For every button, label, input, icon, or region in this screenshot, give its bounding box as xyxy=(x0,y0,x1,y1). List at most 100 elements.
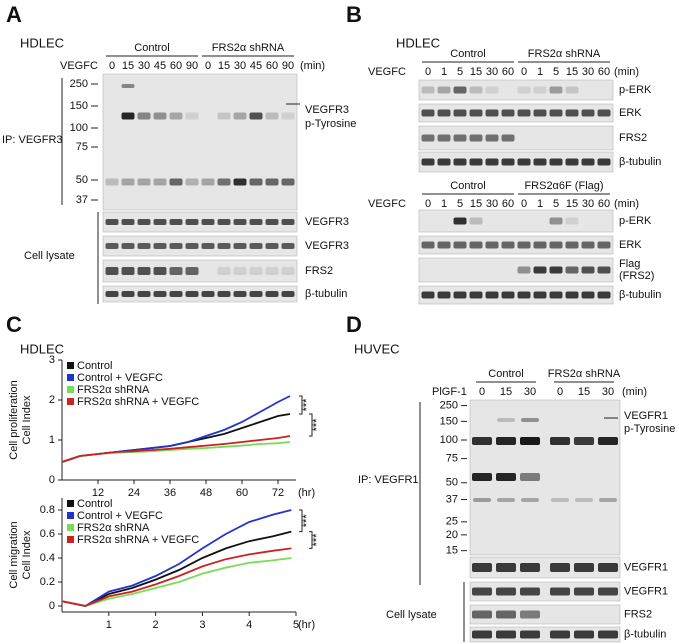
blot-band xyxy=(169,178,183,186)
time-label: 5 xyxy=(457,66,463,78)
mw-marker: 250 xyxy=(70,78,88,90)
time-label: 30 xyxy=(582,66,594,78)
blot-band xyxy=(281,112,295,120)
mw-marker: 150 xyxy=(70,100,88,112)
blot-band xyxy=(485,109,499,117)
blot-label: Flag xyxy=(619,258,640,270)
time-label: 60 xyxy=(598,198,610,210)
blot-band xyxy=(581,266,595,274)
blot-band xyxy=(201,243,215,249)
blot xyxy=(418,235,614,255)
time-label: 45 xyxy=(250,60,262,72)
blot-band xyxy=(437,86,451,94)
time-label: 0 xyxy=(521,198,527,210)
blot-band xyxy=(517,291,531,299)
mw-marker: 75 xyxy=(446,452,458,464)
blot-band xyxy=(249,112,263,120)
blot-band xyxy=(549,217,563,225)
lysate-label: Cell lysate xyxy=(24,250,75,262)
significance-bracket xyxy=(299,395,303,415)
mw-marker: 100 xyxy=(440,434,458,446)
blot-label: ERK xyxy=(619,107,642,119)
blot-band xyxy=(249,219,263,225)
x-tick-label: 36 xyxy=(164,487,176,499)
significance: *** xyxy=(301,514,313,528)
time-label: 30 xyxy=(582,198,594,210)
legend-label: Control + VEGFC xyxy=(77,372,163,384)
blot-label: β-tubulin xyxy=(624,628,666,640)
mw-marker: 100 xyxy=(70,122,88,134)
legend-label: FRS2α shRNA + VEGFC xyxy=(77,534,199,546)
blot-band xyxy=(137,267,151,275)
blot-band xyxy=(137,219,151,225)
blot-band xyxy=(169,243,183,249)
time-label: 15 xyxy=(218,60,230,72)
blot-band xyxy=(581,241,595,249)
time-label: 1 xyxy=(441,66,447,78)
blot-band xyxy=(153,219,167,225)
significance-bracket xyxy=(309,531,313,549)
blot-band xyxy=(265,267,279,275)
blot-band xyxy=(169,112,183,120)
blot-band xyxy=(501,291,515,299)
legend-label: Control xyxy=(77,498,112,510)
legend-label: Control xyxy=(77,360,112,372)
blot-band xyxy=(169,291,183,297)
blot-band xyxy=(565,217,579,225)
blot-band xyxy=(453,291,467,299)
blot-band xyxy=(598,630,618,639)
blot-band xyxy=(472,610,492,619)
time-label: 60 xyxy=(170,60,182,72)
blot-band xyxy=(472,563,492,572)
cell-line: HDLEC xyxy=(20,35,64,50)
legend-swatch xyxy=(67,386,74,393)
x-tick-label: 48 xyxy=(200,487,212,499)
blot-band xyxy=(472,473,492,481)
legend-label: Control + VEGFC xyxy=(77,510,163,522)
blot-band xyxy=(517,109,531,117)
blot-band xyxy=(421,109,435,117)
blot-band xyxy=(533,241,547,249)
blot-band xyxy=(201,219,215,225)
blot-band xyxy=(265,291,279,297)
blot-band xyxy=(501,109,515,117)
cell-line: HDLEC xyxy=(20,341,64,356)
cell-line: HDLEC xyxy=(396,35,440,50)
blot xyxy=(469,556,621,579)
blot-band xyxy=(521,418,539,422)
blot-band xyxy=(581,109,595,117)
blot-band xyxy=(496,587,516,596)
blot-band xyxy=(598,563,618,572)
time-label: 5 xyxy=(457,198,463,210)
y-tick-label: 0 xyxy=(49,600,55,612)
y-tick-label: 0.4 xyxy=(40,552,55,564)
blot-band xyxy=(105,291,119,297)
blot-band xyxy=(520,610,540,619)
unit-label: (min) xyxy=(622,386,647,398)
blot-band xyxy=(153,243,167,249)
significance: *** xyxy=(301,398,313,412)
legend-label: FRS2α shRNA xyxy=(77,384,150,396)
blot-band xyxy=(265,219,279,225)
group-label: FRS2α shRNA xyxy=(528,48,601,60)
time-label: 90 xyxy=(282,60,294,72)
y-tick-label: 3 xyxy=(49,354,55,366)
blot-band xyxy=(281,219,295,225)
blot-band xyxy=(421,134,435,142)
blot-band xyxy=(453,109,467,117)
x-tick-label: 4 xyxy=(246,619,252,631)
time-label: 5 xyxy=(553,198,559,210)
treatment-label: VEGFC xyxy=(60,60,98,72)
blot-band xyxy=(501,134,515,142)
blot-band xyxy=(249,243,263,249)
arrow-label: VEGFR3 xyxy=(305,104,349,116)
blot-band xyxy=(549,86,563,94)
blot-band xyxy=(453,86,467,94)
arrow-label: VEGFR1 xyxy=(624,410,668,422)
blot-band xyxy=(565,266,579,274)
blot-band xyxy=(550,630,570,639)
blot-band xyxy=(520,587,540,596)
blot-band xyxy=(265,178,279,186)
mw-marker: 37 xyxy=(76,194,88,206)
